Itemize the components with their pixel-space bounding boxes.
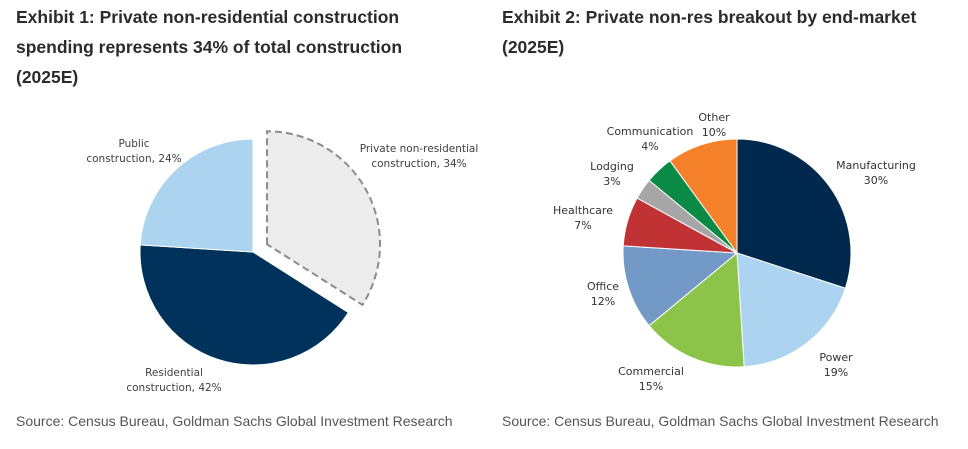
data-label-power-line: 19% bbox=[824, 366, 848, 379]
data-label-private-non-residential-construction: Private non-residential construction, 34% bbox=[360, 143, 479, 170]
pie-slice-public-construction bbox=[139, 138, 254, 253]
pie-slice-residential-construction bbox=[139, 244, 350, 366]
data-label-office-line: 12% bbox=[591, 295, 615, 308]
data-label-residential-construction-line: construction, 42% bbox=[126, 382, 221, 394]
data-label-lodging-line: Lodging bbox=[590, 160, 634, 173]
exhibit-1-pie-chart: Private non-residential construction, 34%… bbox=[86, 130, 479, 394]
data-label-private-non-residential-construction-line: Private non-residential bbox=[360, 143, 479, 155]
exhibit-2-source: Source: Census Bureau, Goldman Sachs Glo… bbox=[502, 413, 939, 429]
pie-slice-commercial bbox=[648, 251, 745, 368]
exhibit-1-title: Exhibit 1: Private non-residential const… bbox=[16, 7, 403, 87]
data-label-commercial: Commercial 15% bbox=[618, 365, 684, 393]
data-label-communication-line: Communication bbox=[607, 125, 694, 138]
data-label-commercial-line: 15% bbox=[639, 380, 663, 393]
data-label-other-line: Other bbox=[698, 111, 730, 124]
data-label-communication-line: 4% bbox=[641, 140, 658, 153]
data-label-healthcare: Healthcare 7% bbox=[553, 204, 613, 232]
data-label-communication: Communication 4% bbox=[607, 125, 694, 153]
data-label-office: Office 12% bbox=[587, 280, 619, 308]
data-label-manufacturing-line: Manufacturing bbox=[836, 159, 916, 172]
data-label-private-non-residential-construction-line: construction, 34% bbox=[371, 158, 466, 170]
data-label-office-line: Office bbox=[587, 280, 619, 293]
pie-slice-other bbox=[669, 138, 738, 255]
pie-slice-office bbox=[622, 245, 739, 327]
data-label-healthcare-line: 7% bbox=[574, 219, 591, 232]
data-label-power: Power 19% bbox=[819, 351, 853, 379]
data-label-manufacturing-line: 30% bbox=[864, 174, 888, 187]
data-label-residential-construction-line: Residential bbox=[145, 367, 203, 379]
data-label-other: Other 10% bbox=[698, 111, 730, 139]
data-label-public-construction-line: construction, 24% bbox=[86, 153, 181, 165]
data-label-commercial-line: Commercial bbox=[618, 365, 684, 378]
data-label-public-construction: Public construction, 24% bbox=[86, 138, 181, 165]
data-label-lodging-line: 3% bbox=[603, 175, 620, 188]
data-label-residential-construction: Residential construction, 42% bbox=[126, 367, 221, 394]
pie-slice-manufacturing bbox=[736, 138, 852, 289]
data-label-other-line: 10% bbox=[702, 126, 726, 139]
pie-slice-private-non-residential-construction bbox=[266, 130, 381, 307]
exhibit-2-title: Exhibit 2: Private non-res breakout by e… bbox=[502, 7, 917, 57]
data-label-lodging: Lodging 3% bbox=[590, 160, 634, 188]
data-label-public-construction-line: Public bbox=[118, 138, 149, 150]
data-label-manufacturing: Manufacturing 30% bbox=[836, 159, 916, 187]
data-label-healthcare-line: Healthcare bbox=[553, 204, 613, 217]
data-label-power-line: Power bbox=[819, 351, 853, 364]
pie-slice-power bbox=[736, 252, 847, 368]
exhibit-1-source: Source: Census Bureau, Goldman Sachs Glo… bbox=[16, 413, 453, 429]
